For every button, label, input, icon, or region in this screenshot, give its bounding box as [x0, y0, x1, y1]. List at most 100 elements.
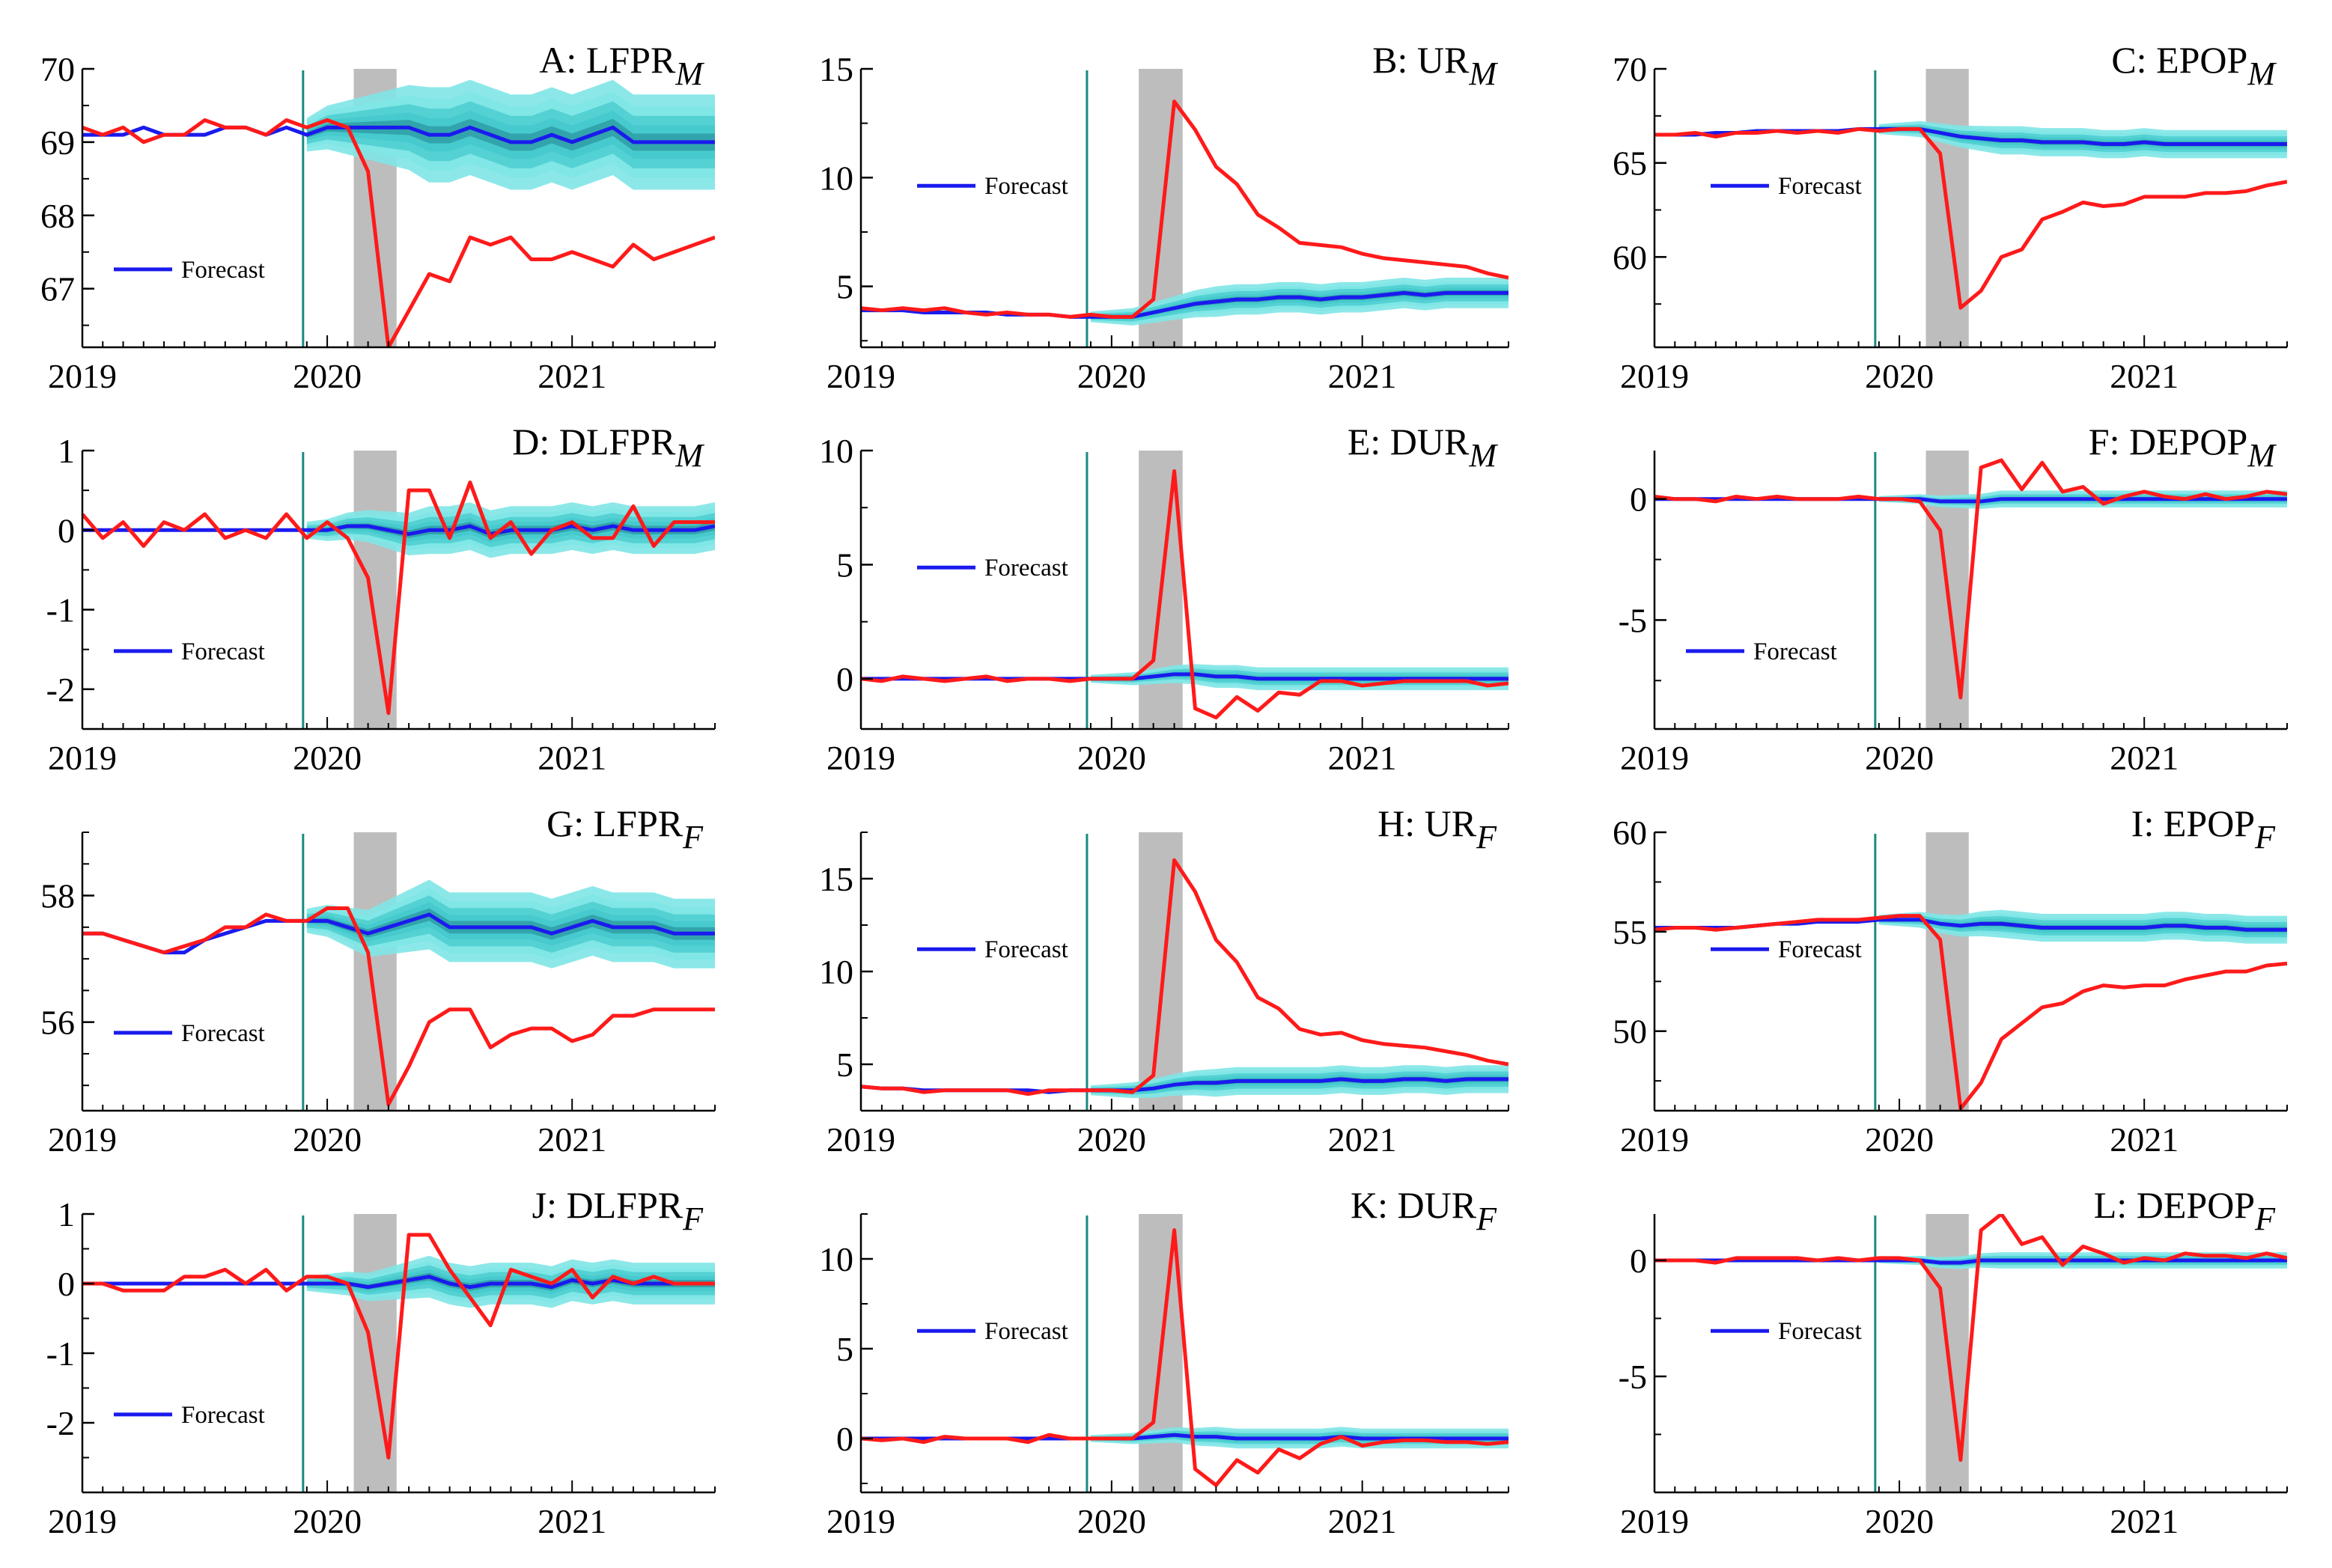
panel-title: G: LFPRF	[547, 802, 704, 855]
x-tick-label: 2020	[293, 1120, 362, 1159]
x-tick-label: 2020	[1865, 739, 1934, 777]
panel-title-subscript: M	[2247, 437, 2277, 474]
panel-title: B: URM	[1372, 39, 1498, 92]
series-lines	[82, 118, 715, 347]
series-lines	[82, 906, 715, 1107]
y-tick-label: 0	[836, 660, 853, 698]
panel-title-main: J: DLFPR	[532, 1184, 684, 1226]
legend-forecast-label: Forecast	[984, 555, 1068, 582]
y-tick-label: 5	[836, 1330, 853, 1368]
y-tick-label: 68	[40, 197, 75, 235]
forecast-fan	[306, 879, 715, 968]
x-tick-label: 2021	[538, 739, 606, 777]
y-tick-label: 67	[40, 270, 75, 308]
panel-title: H: URF	[1377, 802, 1497, 855]
x-tick-label: 2021	[1328, 357, 1397, 395]
x-tick-label: 2021	[1328, 739, 1397, 777]
actual-line	[861, 469, 1509, 720]
legend-forecast-label: Forecast	[181, 638, 265, 665]
x-tick-label: 2019	[48, 1120, 117, 1159]
actual-line	[82, 118, 715, 347]
x-tick-label: 2019	[1620, 739, 1689, 777]
x-tick-label: 2020	[293, 357, 362, 395]
panel-title-main: H: UR	[1377, 802, 1477, 844]
panel-title: L: DEPOPF	[2094, 1184, 2276, 1237]
y-tick-label: 10	[819, 432, 853, 470]
x-tick-label: 2019	[48, 1502, 117, 1540]
panel-title: C: EPOPM	[2111, 39, 2277, 92]
x-tick-label: 2019	[48, 357, 117, 395]
y-tick-label: 5	[836, 1046, 853, 1084]
legend-forecast-label: Forecast	[1778, 173, 1862, 200]
x-tick-label: 2019	[1620, 1120, 1689, 1159]
y-tick-label: -5	[1619, 1358, 1647, 1396]
y-tick-label: 5	[836, 546, 853, 584]
legend-forecast-label: Forecast	[181, 1020, 265, 1047]
panel-title-subscript: M	[2247, 55, 2277, 92]
panel-title: J: DLFPRF	[532, 1184, 704, 1237]
y-tick-label: 5	[836, 268, 853, 306]
y-tick-label: -2	[46, 671, 75, 709]
panel-d: -2 -1 0 1 2019 2020 2021 Forecast D: DLFPRM	[46, 421, 716, 777]
actual-line	[861, 858, 1509, 1096]
legend-forecast-label: Forecast	[1778, 936, 1862, 963]
y-tick-label: 60	[1613, 238, 1647, 276]
x-tick-label: 2021	[538, 1502, 606, 1540]
y-tick-label: 60	[1613, 814, 1647, 852]
y-tick-label: 0	[1630, 481, 1647, 519]
forecast-line	[82, 125, 715, 144]
panel-title-main: K: DUR	[1351, 1184, 1477, 1226]
forecast-line	[1654, 1258, 2287, 1265]
y-tick-label: 50	[1613, 1013, 1647, 1051]
x-tick-label: 2020	[1077, 357, 1146, 395]
y-tick-label: 70	[40, 50, 75, 88]
y-tick-label: 70	[1613, 50, 1647, 88]
y-tick-label: 0	[58, 1265, 75, 1303]
panel-title-main: G: LFPR	[547, 802, 684, 844]
panel-title-subscript: F	[682, 819, 704, 855]
panel-a: 67 68 69 70 2019 2020 2021 Forecast A: LFPRM	[40, 39, 716, 395]
y-tick-label: 10	[819, 953, 853, 991]
x-tick-label: 2019	[48, 739, 117, 777]
x-tick-label: 2021	[2110, 357, 2179, 395]
x-tick-label: 2019	[1620, 357, 1689, 395]
y-tick-label: 15	[819, 860, 853, 898]
panel-title-main: C: EPOP	[2111, 39, 2247, 81]
legend-forecast-label: Forecast	[984, 1318, 1068, 1345]
panel-title-subscript: F	[1476, 819, 1497, 855]
y-tick-label: 10	[819, 1240, 853, 1278]
y-tick-label: -5	[1619, 601, 1647, 639]
x-tick-label: 2019	[826, 357, 895, 395]
x-tick-label: 2019	[826, 1502, 895, 1540]
actual-line	[1654, 914, 2287, 1111]
actual-line	[82, 906, 715, 1107]
forecast-band-5	[1878, 918, 2287, 933]
actual-line	[1654, 1214, 2287, 1462]
forecast-line	[82, 912, 715, 955]
x-tick-label: 2020	[293, 739, 362, 777]
series-lines	[82, 481, 715, 716]
panel-title-subscript: F	[1476, 1201, 1497, 1237]
panel-f: -5 0 2019 2020 2021 Forecast F: DEPOPM	[1619, 421, 2288, 777]
x-tick-label: 2020	[293, 1502, 362, 1540]
series-lines	[1654, 458, 2287, 700]
actual-line	[861, 100, 1509, 319]
actual-line	[82, 481, 715, 716]
legend-forecast-label: Forecast	[1778, 1318, 1862, 1345]
legend-forecast-label: Forecast	[181, 257, 265, 284]
panel-title-subscript: F	[2254, 819, 2276, 855]
y-tick-label: 65	[1613, 144, 1647, 183]
panel-title-main: E: DUR	[1348, 421, 1470, 463]
x-tick-label: 2021	[538, 357, 606, 395]
y-tick-label: 69	[40, 123, 75, 162]
covid-shade	[1925, 832, 1969, 1111]
y-tick-label: 0	[58, 511, 75, 549]
x-tick-label: 2020	[1865, 357, 1934, 395]
panel-title-subscript: F	[2254, 1201, 2276, 1237]
actual-line	[1654, 458, 2287, 700]
x-tick-label: 2020	[1077, 1502, 1146, 1540]
panel-title-main: L: DEPOP	[2094, 1184, 2255, 1226]
panel-g: 56 58 2019 2020 2021 Forecast G: LFPRF	[40, 802, 716, 1159]
series-lines	[861, 469, 1509, 720]
